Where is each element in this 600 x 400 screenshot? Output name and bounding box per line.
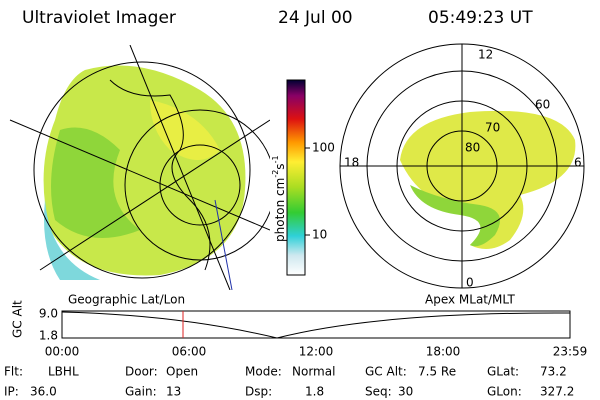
footer: Flt: LBHL Door: Open Mode: Normal GC Alt: 7.5 R… — [4, 365, 574, 399]
field-label: Door: — [125, 365, 158, 379]
orbit-xtick: 18:00 — [426, 345, 461, 359]
orbit-ytick: 1.8 — [39, 329, 58, 343]
field-value: 7.5 Re — [418, 365, 456, 379]
orbit-xtick: 12:00 — [299, 345, 334, 359]
mlat-label: 70 — [485, 121, 500, 135]
time: 05:49:23 UT — [428, 8, 533, 28]
colorbar-tick-label: 10 — [312, 228, 327, 242]
orbit-xtick: 06:00 — [172, 345, 207, 359]
orbit-ytick: 9.0 — [39, 307, 58, 321]
mlt-label: 6 — [574, 156, 582, 170]
colorbar-tick-label: 100 — [312, 141, 335, 155]
field-label: Mode: — [245, 365, 282, 379]
field-label: Gain: — [125, 385, 157, 399]
orbit-xtick: 00:00 — [45, 345, 80, 359]
field-value: 73.2 — [540, 365, 567, 379]
field-label: GLon: — [487, 385, 522, 399]
polar-image — [340, 44, 584, 288]
mlat-label: 80 — [465, 141, 480, 155]
field-value: Normal — [292, 365, 335, 379]
mlt-label: 0 — [466, 276, 474, 290]
field-value: LBHL — [48, 365, 79, 379]
field-label: Seq: — [365, 385, 392, 399]
field-label: IP: — [4, 385, 19, 399]
mlt-label: 12 — [478, 48, 493, 62]
field-value: Open — [166, 365, 198, 379]
orbit-xticks: 00:00 06:00 12:00 18:00 23:59 — [45, 345, 588, 359]
mlat-label: 60 — [535, 98, 550, 112]
mlt-label: 18 — [344, 156, 359, 170]
field-value: 36.0 — [30, 385, 57, 399]
field-label: Dsp: — [245, 385, 272, 399]
field-label: Flt: — [4, 365, 23, 379]
orbit-xtick: 23:59 — [553, 345, 588, 359]
polar-frame — [339, 43, 585, 289]
globe-image — [9, 45, 270, 290]
colorbar — [286, 79, 306, 276]
field-value: 13 — [166, 385, 181, 399]
left-panel-label: Geographic Lat/Lon — [68, 293, 185, 307]
date: 24 Jul 00 — [278, 8, 353, 28]
field-value: 30 — [398, 385, 413, 399]
right-panel-label: Apex MLat/MLT — [425, 293, 515, 307]
instrument: Ultraviolet Imager — [22, 8, 176, 28]
field-value: 327.2 — [540, 385, 574, 399]
field-value: 1.8 — [305, 385, 324, 399]
field-label: GLat: — [487, 365, 519, 379]
orbit-line — [61, 311, 571, 339]
field-label: GC Alt: — [365, 365, 407, 379]
orbit-ylabel: GC Alt — [11, 300, 25, 338]
colorbar-label: photon cm-2s-1 — [271, 155, 287, 242]
orbit-frame — [61, 310, 571, 339]
